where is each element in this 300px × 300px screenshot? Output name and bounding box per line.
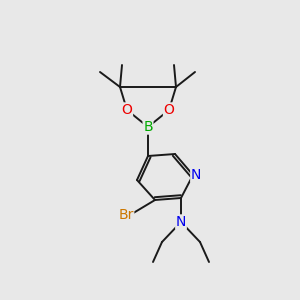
Text: B: B <box>143 120 153 134</box>
Text: Br: Br <box>118 208 134 222</box>
Text: N: N <box>176 215 186 229</box>
Text: O: O <box>164 103 174 117</box>
Text: N: N <box>191 168 201 182</box>
Text: O: O <box>122 103 132 117</box>
